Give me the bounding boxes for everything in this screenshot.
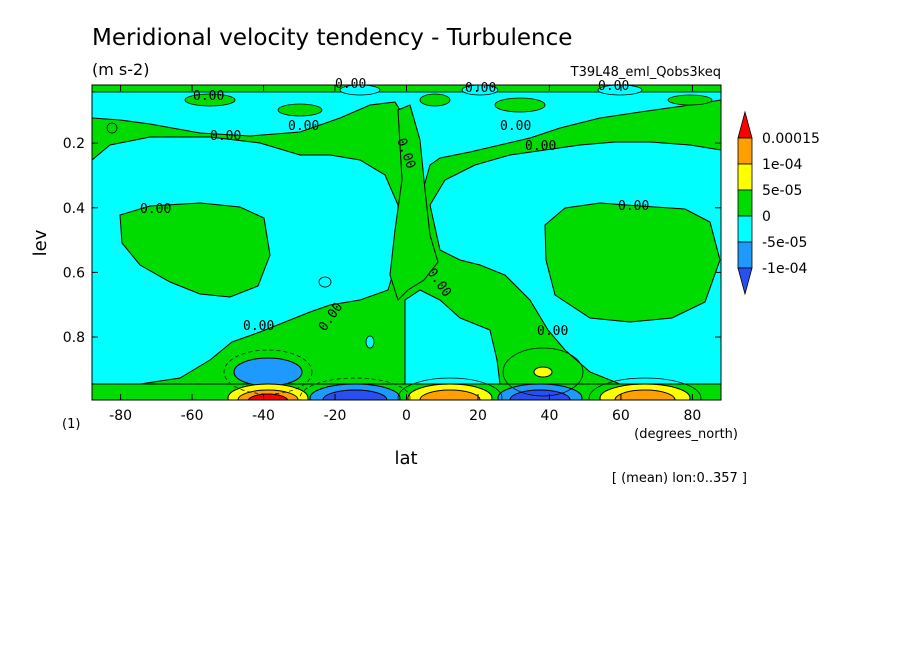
contour-label: 0.00 xyxy=(618,199,649,214)
x-units-label: (degrees_north) xyxy=(634,427,738,442)
x-tick-label: -40 xyxy=(252,408,275,424)
x-axis: -80 -60 -40 -20 0 20 40 60 80 xyxy=(109,85,701,424)
cell-eq-positive-2 xyxy=(419,389,481,400)
x-axis-label: lat xyxy=(394,448,417,469)
colorbar-box xyxy=(737,241,753,269)
x-tick-label: 0 xyxy=(402,408,411,424)
mean-note: [ (mean) lon:0..357 ] xyxy=(612,471,747,486)
north-green-island xyxy=(544,202,721,323)
colorbar-label: 0.00015 xyxy=(762,131,820,147)
equator-green-column xyxy=(389,104,439,301)
x-tick-label: -20 xyxy=(324,408,347,424)
colorbar-label: -1e-04 xyxy=(762,261,808,277)
run-label: T39L48_eml_Qobs3keq xyxy=(570,65,721,80)
cell-sub-negative-2 xyxy=(322,389,388,400)
contour-label: 0.00 xyxy=(288,119,319,134)
contour-label: 0.00 xyxy=(193,89,224,104)
y-tick-label: 0.8 xyxy=(63,330,85,346)
y-tick-label: 0.2 xyxy=(63,136,85,152)
contour-label: 0.00 xyxy=(210,129,241,144)
plot-area xyxy=(92,85,721,400)
contour-label: 0.00 xyxy=(140,202,171,217)
x-tick-label: 80 xyxy=(683,408,701,424)
colorbar-label: -5e-05 xyxy=(762,235,807,251)
contour-label: 0.00 xyxy=(335,77,366,92)
y-tick-label: 0.6 xyxy=(63,265,85,281)
colorbar-box xyxy=(737,215,753,243)
colorbar-label: 0 xyxy=(762,209,771,225)
positive-islands xyxy=(119,104,721,323)
x-tick-label: 60 xyxy=(612,408,630,424)
cell-south-positive-3 xyxy=(247,393,289,400)
x-tick-label: 20 xyxy=(469,408,487,424)
x-tick-label: -80 xyxy=(109,408,132,424)
contour-label: 0.00 xyxy=(465,81,496,96)
y-tick-label: 0.4 xyxy=(63,201,85,217)
south-green-island xyxy=(119,202,271,298)
y-axis-label: lev xyxy=(30,229,51,256)
contour-label: 0.00 xyxy=(537,324,568,339)
contour-label: 0.00 xyxy=(525,139,556,154)
contour-label: 0.00 xyxy=(243,319,274,334)
cell-south-negative xyxy=(233,357,303,387)
colorbar: 0.00015 1e-04 5e-05 0 -5e-05 -1e-04 xyxy=(737,110,820,296)
y-units-label: (1) xyxy=(62,417,80,432)
colorbar-box xyxy=(737,163,753,191)
contour-label: 0.00 xyxy=(500,119,531,134)
y-axis: 0.2 0.4 0.6 0.8 xyxy=(63,136,721,346)
colorbar-top-triangle xyxy=(737,110,753,139)
colorbar-box xyxy=(737,137,753,165)
surface-cells xyxy=(92,357,721,400)
x-tick-label: 40 xyxy=(541,408,559,424)
colorbar-bottom-triangle xyxy=(737,267,753,296)
x-tick-label: -60 xyxy=(181,408,204,424)
colorbar-box xyxy=(737,189,753,217)
cell-mid-negative-2 xyxy=(509,389,571,400)
contour-label: 0.00 xyxy=(598,79,629,94)
chart-units: (m s-2) xyxy=(92,60,149,79)
colorbar-label: 1e-04 xyxy=(762,157,802,173)
colorbar-label: 5e-05 xyxy=(762,183,802,199)
thin-contours xyxy=(223,347,702,400)
chart-title: Meridional velocity tendency - Turbulenc… xyxy=(92,25,572,51)
cell-mid-positive xyxy=(533,366,553,378)
cell-north-positive-2 xyxy=(614,389,676,400)
